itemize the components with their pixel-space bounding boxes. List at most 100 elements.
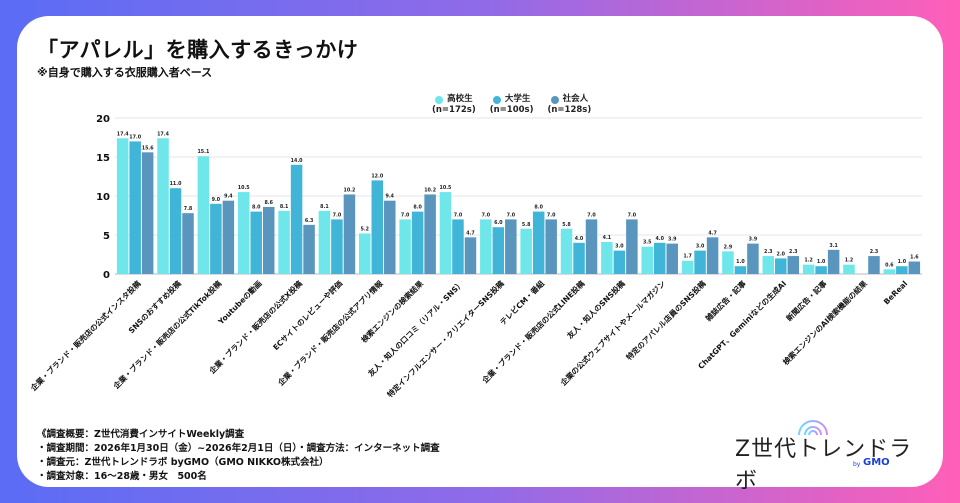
data-label: 3.9 <box>749 237 758 243</box>
bar <box>843 264 855 274</box>
logo-gmo: GMO <box>863 457 890 468</box>
bar <box>399 219 411 274</box>
bar <box>480 219 492 274</box>
data-label: 7.0 <box>401 212 410 218</box>
note-line: ・調査対象：16～28歳・男女 500名 <box>37 471 207 482</box>
legend-n: (n=128s) <box>547 105 592 115</box>
bar <box>815 266 827 274</box>
y-tick-label: 0 <box>103 270 110 281</box>
data-label: 7.0 <box>628 212 637 218</box>
data-label: 11.0 <box>170 181 182 187</box>
data-label: 6.0 <box>494 220 503 226</box>
data-label: 4.7 <box>466 230 475 236</box>
chart-subtitle: ※自身で購入する衣服購入者ベース <box>37 66 213 79</box>
bar <box>169 188 182 274</box>
data-label: 7.0 <box>547 212 556 218</box>
data-label: 10.5 <box>238 185 250 191</box>
x-tick-label: 新聞広告・記事 <box>784 278 829 323</box>
data-label: 9.4 <box>386 194 395 200</box>
data-label: 8.1 <box>280 204 289 210</box>
data-label: 9.4 <box>224 194 233 200</box>
legend-label: 大学生 <box>504 94 531 104</box>
bar <box>384 200 396 274</box>
data-label: 4.1 <box>603 235 612 241</box>
legend-n: (n=172s) <box>432 105 476 115</box>
bar <box>318 210 331 274</box>
legend-dot-icon <box>435 95 444 104</box>
data-label: 15.6 <box>142 145 154 151</box>
data-label: 10.2 <box>424 187 436 193</box>
data-label: 4.0 <box>655 236 664 242</box>
note-line: 《調査概要：Z世代消費インサイトWeekly調査 <box>37 429 245 440</box>
bar <box>585 219 598 274</box>
data-label: 3.0 <box>696 244 705 250</box>
data-label: 5.8 <box>562 222 571 228</box>
legend-item-worker: 社会人 (n=128s) <box>548 94 592 116</box>
bar <box>182 213 194 274</box>
bar <box>641 246 653 274</box>
logo-by: by <box>853 461 861 468</box>
bar <box>197 156 210 274</box>
bar <box>734 266 747 274</box>
bar <box>532 211 545 274</box>
bar <box>908 261 921 274</box>
bar <box>545 219 557 274</box>
y-tick-label: 15 <box>96 153 110 164</box>
bar <box>883 269 896 274</box>
data-label: 1.0 <box>736 259 745 265</box>
data-label: 4.7 <box>708 230 717 236</box>
data-label: 0.6 <box>885 262 894 268</box>
data-label: 10.5 <box>440 185 452 191</box>
bar <box>262 206 275 274</box>
bar <box>626 219 638 274</box>
bar <box>492 227 505 274</box>
bar <box>129 141 141 274</box>
bar <box>464 237 477 274</box>
data-label: 6.3 <box>305 218 314 224</box>
legend-n: (n=100s) <box>489 105 534 115</box>
y-tick-label: 5 <box>103 231 110 242</box>
data-label: 12.0 <box>371 173 383 179</box>
note-line: ・調査元：Z世代トレンドラボ byGMO（GMO NIKKO株式会社） <box>37 457 329 468</box>
bar <box>116 138 129 274</box>
chart-title: 「アパレル」を購入するきっかけ <box>37 38 359 62</box>
data-label: 8.0 <box>534 205 543 211</box>
data-label: 3.5 <box>643 240 652 246</box>
data-label: 8.1 <box>320 204 329 210</box>
bar <box>560 228 573 274</box>
x-tick-label: 特定のアパレル店員のSNS投稿 <box>624 278 708 362</box>
bar <box>331 219 343 274</box>
x-tick-label: ChatGPT、Geminiなどの生成AI <box>696 278 789 371</box>
bar <box>157 138 169 274</box>
note-line: ・調査期間：2026年1月30日（金）~2026年2月1日（日）・調査方法：イン… <box>37 443 440 454</box>
bar <box>520 228 532 274</box>
data-label: 2.3 <box>789 249 798 255</box>
bar <box>762 256 775 274</box>
legend-label: 高校生 <box>447 94 473 104</box>
data-label: 15.1 <box>197 149 209 155</box>
survey-notes: 《調査概要：Z世代消費インサイトWeekly調査 ・調査期間：2026年1月30… <box>37 428 440 484</box>
data-label: 8.0 <box>413 205 422 211</box>
data-label: 14.0 <box>291 158 303 164</box>
bar <box>424 194 436 274</box>
bar <box>722 251 734 274</box>
bar <box>359 233 371 274</box>
bar <box>303 224 315 274</box>
bar <box>706 237 719 274</box>
bar <box>452 219 464 274</box>
data-label: 10.2 <box>344 187 356 193</box>
bar <box>787 256 800 274</box>
data-label: 2.0 <box>777 251 786 257</box>
data-label: 17.4 <box>117 131 129 137</box>
bar <box>210 203 222 274</box>
x-tick-label: BeReal <box>882 279 909 306</box>
bar <box>747 243 759 274</box>
bar <box>290 164 303 274</box>
x-tick-label: ECサイトのレビューや評価 <box>271 278 345 352</box>
data-label: 7.0 <box>454 212 463 218</box>
data-label: 2.3 <box>870 249 879 255</box>
y-tick-label: 10 <box>96 192 110 203</box>
brand-logo: Z世代トレンドラボ by GMO <box>735 405 935 494</box>
bar <box>439 192 452 274</box>
bar <box>868 256 880 274</box>
